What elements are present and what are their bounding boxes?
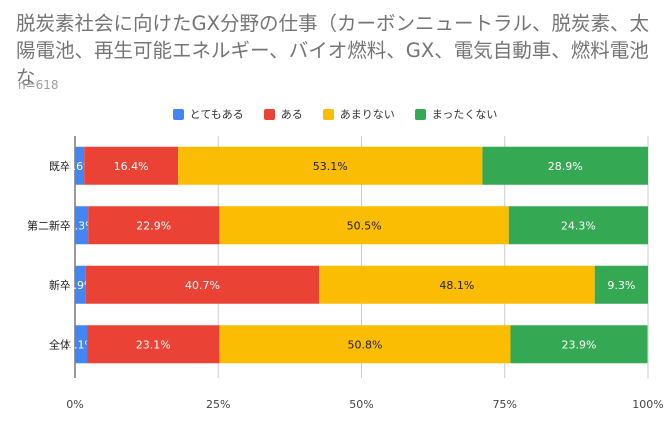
legend-swatch	[322, 108, 334, 120]
data-label: 40.7%	[185, 279, 220, 292]
legend-swatch	[263, 108, 275, 120]
x-tick-label: 50%	[349, 398, 373, 411]
data-label: 16.4%	[114, 160, 149, 173]
data-label: 50.8%	[347, 338, 382, 351]
legend-item-totemo-aru[interactable]: とてもある	[172, 106, 244, 122]
bar-segment	[510, 325, 648, 364]
bar-segment	[319, 265, 595, 304]
y-category-label: 第二新卒	[27, 218, 71, 232]
bar-segment	[75, 206, 89, 245]
legend-label: とてもある	[189, 108, 244, 121]
y-category-label: 既卒	[49, 159, 71, 173]
bar-segment	[219, 325, 511, 364]
legend-item-mattaku-nai[interactable]: まったくない	[414, 106, 498, 122]
bar-segment	[87, 325, 220, 364]
x-tick-label: 0%	[66, 398, 83, 411]
legend-item-amari-nai[interactable]: あまりない	[322, 106, 395, 122]
data-label: 50.5%	[347, 219, 382, 232]
data-label: 53.1%	[313, 160, 348, 173]
bar-segment	[482, 146, 648, 185]
legend-swatch	[172, 108, 184, 120]
x-tick-label: 75%	[493, 398, 517, 411]
bar-segment	[594, 265, 648, 304]
y-category-label: 新卒	[49, 278, 71, 292]
bar-segment	[84, 146, 179, 185]
data-label: 9.3%	[607, 279, 635, 292]
data-label: 48.1%	[439, 279, 474, 292]
bar-segment	[75, 265, 86, 304]
bar-segment	[508, 206, 648, 245]
legend-label: あまりない	[339, 108, 395, 121]
legend-item-aru[interactable]: ある	[263, 106, 303, 122]
legend-label: ある	[280, 108, 303, 121]
data-label: 24.3%	[561, 219, 596, 232]
chart-title: 脱炭素社会に向けたGX分野の仕事（カーボンニュートラル、脱炭素、太陽電池、再生可…	[16, 12, 649, 89]
bar-segment	[75, 325, 88, 364]
chart-subtitle: n=618	[18, 78, 59, 92]
bar-segment	[219, 206, 509, 245]
legend-swatch	[414, 108, 426, 120]
bar-segment	[88, 206, 220, 245]
legend-label: まったくない	[431, 108, 498, 121]
data-label: 23.1%	[136, 338, 171, 351]
bar-segment	[75, 146, 85, 185]
x-tick-label: 100%	[632, 398, 663, 411]
data-label: 22.9%	[136, 219, 171, 232]
data-label: 23.9%	[561, 338, 596, 351]
y-category-label: 全体	[49, 337, 71, 351]
x-tick-label: 25%	[206, 398, 230, 411]
bar-segment	[85, 265, 320, 304]
data-label: 28.9%	[548, 160, 583, 173]
legend: とてもある ある あまりない まったくない	[0, 106, 670, 122]
bar-segment	[178, 146, 483, 185]
